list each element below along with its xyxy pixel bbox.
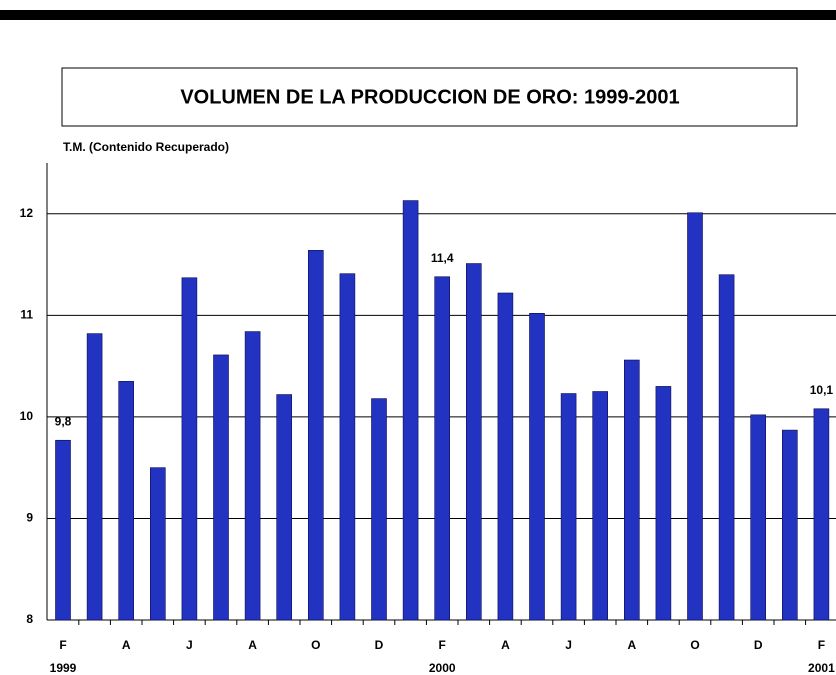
x-tick-label: F — [439, 638, 446, 652]
bar — [276, 394, 293, 621]
bar — [402, 200, 419, 621]
x-tick-label: A — [627, 638, 636, 652]
bar — [781, 429, 798, 621]
x-tick-label: A — [501, 638, 510, 652]
y-tick-label: 8 — [26, 612, 33, 626]
year-label: 1999 — [50, 661, 77, 675]
bar — [655, 386, 672, 621]
x-tick-label: D — [375, 638, 384, 652]
x-tick-label: A — [122, 638, 131, 652]
bar — [307, 250, 324, 621]
x-tick-label: O — [311, 638, 320, 652]
x-tick-label: A — [248, 638, 257, 652]
bar — [718, 274, 735, 621]
value-label: 11,4 — [431, 251, 454, 265]
bar — [813, 408, 830, 621]
bar — [118, 381, 134, 621]
value-label: 10,1 — [810, 383, 834, 397]
x-tick-label: F — [59, 638, 66, 652]
year-label: 2001 — [808, 661, 835, 675]
bar — [150, 467, 166, 621]
bar — [213, 354, 229, 621]
bar — [55, 439, 71, 621]
bar — [86, 333, 103, 621]
x-tick-label: O — [690, 638, 699, 652]
bar — [560, 393, 577, 621]
value-label: 9,8 — [55, 414, 72, 428]
chart-title: VOLUMEN DE LA PRODUCCION DE ORO: 1999-20… — [180, 86, 679, 108]
bar — [529, 313, 545, 621]
bar — [244, 331, 261, 621]
y-tick-label: 12 — [20, 206, 34, 220]
y-axis-label: T.M. (Contenido Recuperado) — [63, 140, 229, 154]
x-tick-label: D — [754, 638, 763, 652]
bar — [623, 359, 640, 621]
bar — [339, 273, 356, 621]
bar — [750, 414, 767, 621]
x-tick-label: J — [186, 638, 193, 652]
top-rule — [0, 10, 836, 20]
y-tick-label: 11 — [20, 308, 33, 322]
bar — [434, 276, 451, 621]
year-label: 2000 — [429, 661, 456, 675]
bar — [497, 292, 514, 621]
x-tick-label: F — [818, 638, 825, 652]
bar — [687, 212, 703, 621]
title-box — [61, 67, 798, 127]
x-tick-label: J — [565, 638, 572, 652]
bar — [371, 398, 387, 621]
bar — [592, 391, 609, 621]
y-tick-label: 9 — [26, 511, 33, 525]
bar — [181, 277, 198, 621]
bar — [465, 263, 482, 621]
y-tick-label: 10 — [20, 409, 34, 423]
